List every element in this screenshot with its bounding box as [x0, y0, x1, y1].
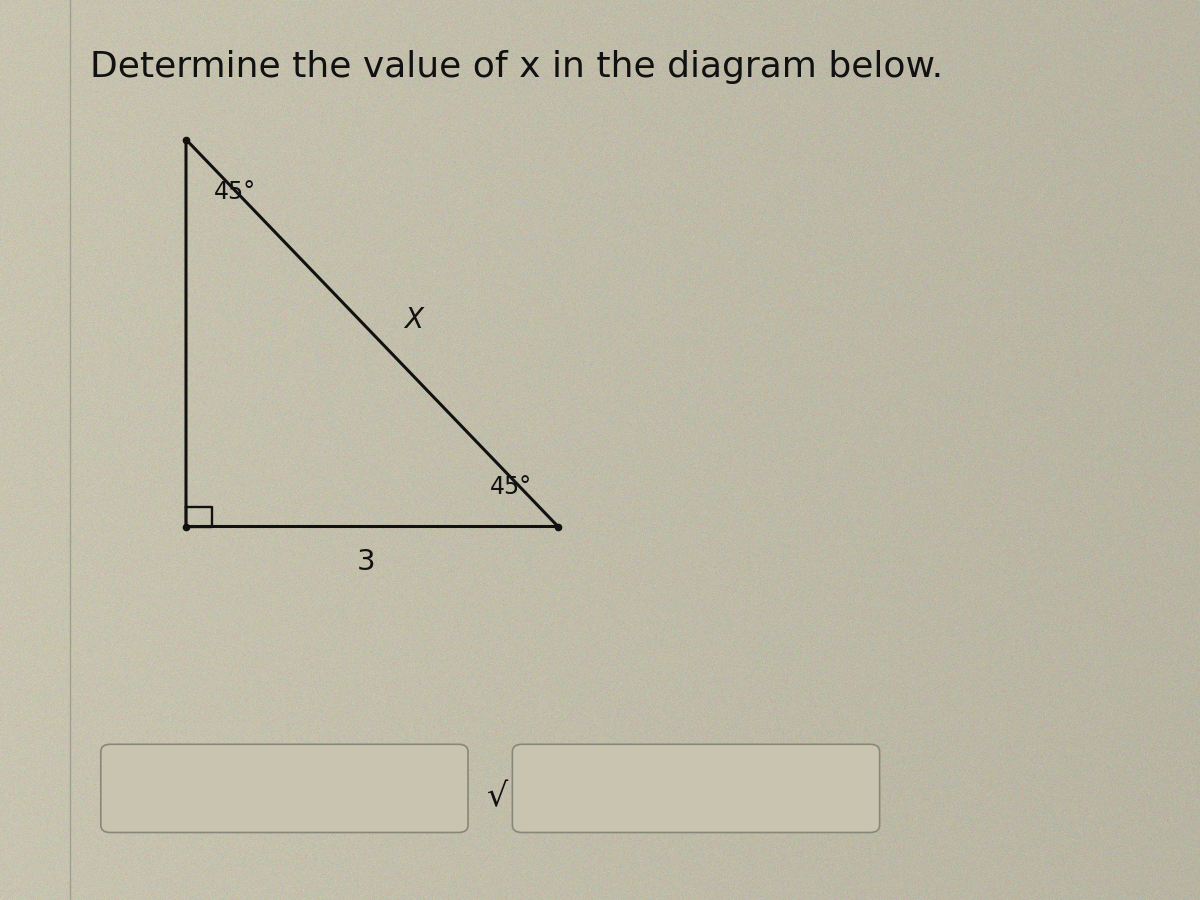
- Text: X: X: [404, 305, 424, 334]
- FancyBboxPatch shape: [101, 744, 468, 832]
- Text: 3: 3: [356, 548, 376, 577]
- FancyBboxPatch shape: [512, 744, 880, 832]
- Text: Determine the value of x in the diagram below.: Determine the value of x in the diagram …: [90, 50, 943, 84]
- Text: 45°: 45°: [214, 180, 256, 204]
- Text: 45°: 45°: [490, 475, 532, 500]
- Text: √: √: [487, 780, 509, 813]
